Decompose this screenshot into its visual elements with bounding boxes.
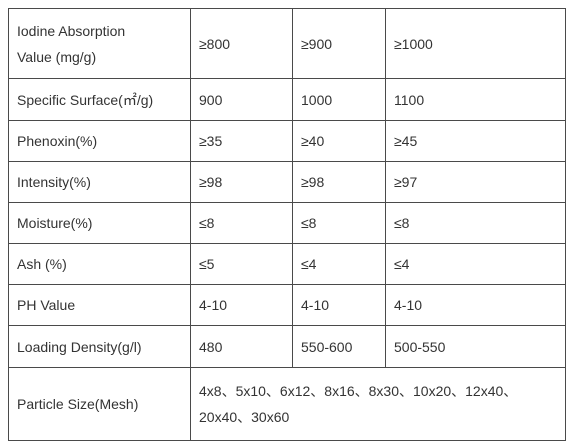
- table-row: Moisture(%) ≤8 ≤8 ≤8: [8, 202, 566, 244]
- table-row: Loading Density(g/l) 480 550-600 500-550: [8, 325, 566, 368]
- table-cell: ≤8: [190, 202, 293, 244]
- table-row: PH Value 4-10 4-10 4-10: [8, 284, 566, 326]
- table-cell: 4-10: [385, 284, 566, 326]
- table-cell: 1000: [292, 78, 386, 121]
- table-cell: 550-600: [292, 325, 386, 368]
- row-label: Ash (%): [8, 243, 191, 285]
- table-row: Iodine Absorption Value (mg/g) ≥800 ≥900 ≥1…: [8, 8, 566, 79]
- table-cell: ≥98: [292, 161, 386, 203]
- row-label: Phenoxin(%): [8, 120, 191, 162]
- table-cell: ≥97: [385, 161, 566, 203]
- table-cell: 900: [190, 78, 293, 121]
- row-label: Specific Surface(㎡/g): [8, 78, 191, 121]
- table-row: Ash (%) ≤5 ≤4 ≤4: [8, 243, 566, 285]
- row-label: Moisture(%): [8, 202, 191, 244]
- table-cell: ≤8: [385, 202, 566, 244]
- table-cell: ≥900: [292, 8, 386, 79]
- table-row: Specific Surface(㎡/g) 900 1000 1100: [8, 78, 566, 121]
- table-row: Phenoxin(%) ≥35 ≥40 ≥45: [8, 120, 566, 162]
- spec-table: Iodine Absorption Value (mg/g) ≥800 ≥900 ≥1…: [8, 8, 566, 441]
- table-cell: ≤4: [292, 243, 386, 285]
- table-cell: 480: [190, 325, 293, 368]
- row-label: Particle Size(Mesh): [8, 367, 191, 441]
- table-body: Iodine Absorption Value (mg/g) ≥800 ≥900 ≥1…: [8, 8, 566, 441]
- table-cell: ≥35: [190, 120, 293, 162]
- table-cell: ≥1000: [385, 8, 566, 79]
- row-label: PH Value: [8, 284, 191, 326]
- row-label: Iodine Absorption Value (mg/g): [8, 8, 191, 79]
- table-row: Intensity(%) ≥98 ≥98 ≥97: [8, 161, 566, 203]
- table-cell: 1100: [385, 78, 566, 121]
- table-cell: ≥40: [292, 120, 386, 162]
- table-cell: ≥800: [190, 8, 293, 79]
- table-cell: ≤4: [385, 243, 566, 285]
- table-cell: ≥45: [385, 120, 566, 162]
- table-cell: ≤8: [292, 202, 386, 244]
- table-cell: 4x8、5x10、6x12、8x16、8x30、10x20、12x40、20x4…: [190, 367, 566, 441]
- table-cell: ≤5: [190, 243, 293, 285]
- table-cell: ≥98: [190, 161, 293, 203]
- table-cell: 4-10: [292, 284, 386, 326]
- table-row: Particle Size(Mesh) 4x8、5x10、6x12、8x16、8x…: [8, 367, 566, 441]
- row-label: Loading Density(g/l): [8, 325, 191, 368]
- row-label: Intensity(%): [8, 161, 191, 203]
- table-cell: 4-10: [190, 284, 293, 326]
- table-cell: 500-550: [385, 325, 566, 368]
